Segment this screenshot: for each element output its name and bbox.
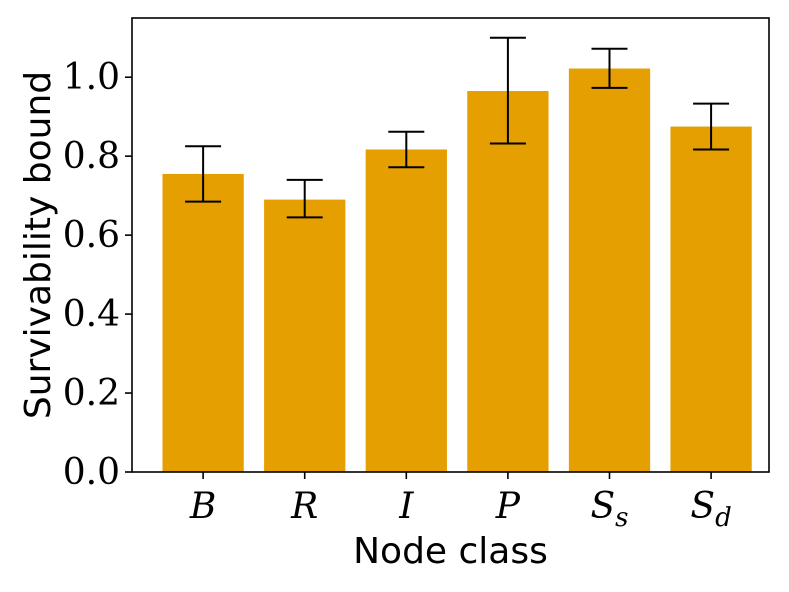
x-tick-label-ss: Ss [590,486,628,533]
y-axis-title: Survivability bound [18,71,59,419]
x-tick-label-b: B [189,486,216,527]
y-axis: 0.0 0.2 0.4 0.6 0.8 1.0 [63,57,132,493]
bar-p [467,91,549,472]
bars-group [162,68,752,473]
error-bars-group [185,36,730,219]
x-tick-label-i: I [398,486,414,527]
y-tick-label: 0.6 [63,215,120,256]
x-axis-title: Node class [353,531,548,572]
y-tick-label: 0.2 [63,373,120,414]
y-tick-label: 0.4 [63,294,120,335]
plot-frame [131,17,770,473]
y-tick-label: 0.0 [63,452,120,493]
x-tick-label-p: P [495,486,521,527]
bar-sd [670,126,752,472]
bar-b [162,173,244,472]
bar-i [365,149,447,472]
x-tick-label-r: R [290,486,318,527]
bar-ss [568,68,651,473]
bar-r [264,199,346,472]
y-tick-label: 0.8 [63,136,120,177]
x-tick-label-sd: Sd [690,486,731,533]
y-tick-label: 1.0 [63,57,120,98]
x-axis: B R I P Ss Sd [189,472,732,533]
